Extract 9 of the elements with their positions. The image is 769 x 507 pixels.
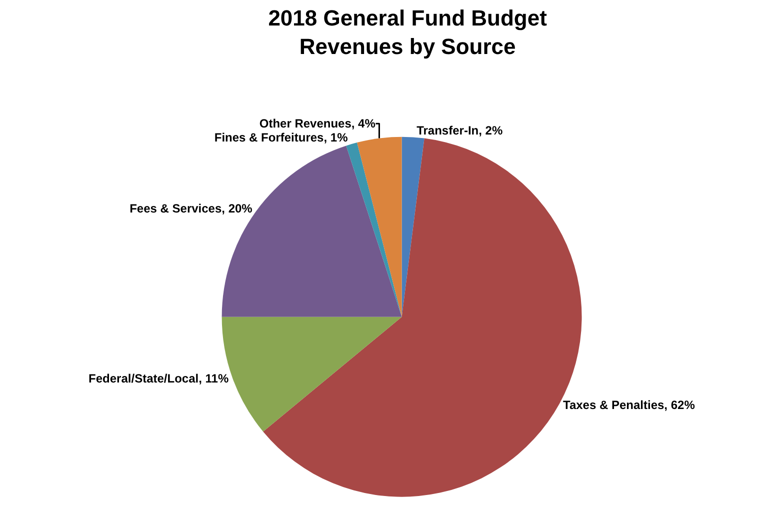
slice-label: Taxes & Penalties, 62% [563,398,696,412]
chart-title: 2018 General Fund Budget Revenues by Source [268,5,548,59]
pie-slice [357,136,402,317]
slice-label: Fees & Services, 20% [130,202,253,216]
slice-label: Other Revenues, 4% [259,116,376,131]
slice-label: Federal/State/Local, 11% [88,372,229,386]
slice-label: Fines & Forfeitures, 1% [214,130,348,145]
pie-slice [346,142,402,317]
slice-label: Transfer-In, 2% [416,123,503,138]
